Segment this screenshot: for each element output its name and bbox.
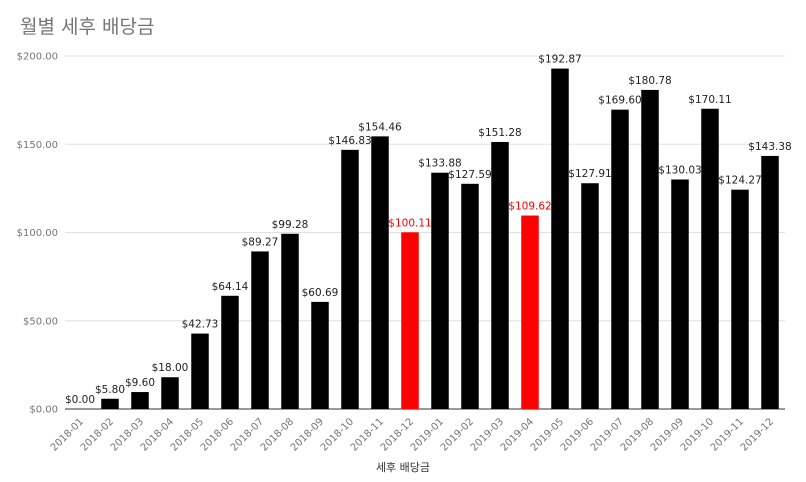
data-label: $180.78 bbox=[628, 75, 671, 87]
bar bbox=[581, 183, 599, 409]
bar bbox=[191, 333, 209, 409]
y-axis-ticks: $0.00 $50.00 $100.00 $150.00 $200.00 bbox=[17, 52, 58, 416]
bar bbox=[131, 392, 149, 409]
data-label: $64.14 bbox=[212, 281, 249, 293]
data-label: $9.60 bbox=[125, 377, 155, 389]
data-labels: $0.00$5.80$9.60 $18.00 $42.73 $64.14 $89.27 $… bbox=[65, 54, 792, 406]
data-label: $60.69 bbox=[302, 287, 339, 299]
bar bbox=[221, 295, 239, 409]
y-tick-label: $50.00 bbox=[23, 316, 58, 327]
bar bbox=[551, 68, 569, 410]
data-label: $5.80 bbox=[95, 384, 125, 396]
data-label: $143.38 bbox=[748, 141, 791, 153]
data-label: $0.00 bbox=[65, 394, 95, 406]
data-label: $18.00 bbox=[152, 362, 189, 374]
y-tick-label: $200.00 bbox=[17, 52, 58, 63]
bar bbox=[461, 183, 479, 409]
bar bbox=[431, 172, 449, 409]
data-label: $192.87 bbox=[538, 54, 581, 66]
x-tick-label: 2019-12 bbox=[739, 416, 776, 453]
bar bbox=[671, 179, 689, 409]
chart-title: 월별 세후 배당금 bbox=[20, 16, 155, 38]
y-tick-label: $150.00 bbox=[17, 140, 58, 151]
bar bbox=[101, 398, 119, 409]
bar bbox=[371, 136, 389, 409]
data-label: $146.83 bbox=[328, 135, 371, 147]
bars bbox=[101, 68, 779, 410]
bar bbox=[761, 155, 779, 409]
bar bbox=[251, 251, 269, 409]
bar bbox=[731, 189, 749, 409]
bar bbox=[401, 232, 419, 409]
bar bbox=[611, 109, 629, 409]
bar bbox=[521, 215, 539, 409]
gridlines bbox=[65, 55, 785, 410]
bar bbox=[341, 149, 359, 410]
data-label: $154.46 bbox=[358, 121, 402, 133]
data-label: $100.11 bbox=[388, 217, 431, 229]
data-label: $130.03 bbox=[658, 164, 701, 176]
data-label: $99.28 bbox=[272, 219, 309, 231]
bar bbox=[491, 141, 509, 410]
data-label: $124.27 bbox=[718, 175, 761, 187]
data-label: $170.11 bbox=[688, 94, 731, 106]
y-tick-label: $100.00 bbox=[17, 228, 58, 239]
bar bbox=[701, 108, 719, 409]
data-label: $127.91 bbox=[568, 168, 611, 180]
data-label: $151.28 bbox=[478, 127, 521, 139]
data-label: $127.59 bbox=[448, 169, 491, 181]
data-label: $133.88 bbox=[418, 158, 461, 170]
y-tick-label: $0.00 bbox=[29, 405, 58, 416]
bar bbox=[281, 233, 299, 409]
data-label: $109.62 bbox=[508, 201, 551, 213]
data-label: $42.73 bbox=[182, 319, 219, 331]
data-label: $89.27 bbox=[242, 236, 279, 248]
bar bbox=[161, 377, 179, 409]
x-axis-ticks: 2018-012018-022018-032018-042018-052018-… bbox=[49, 416, 776, 453]
data-label: $169.60 bbox=[598, 95, 641, 107]
bar bbox=[641, 89, 659, 409]
x-axis-title: 세후 배당금 bbox=[375, 461, 431, 474]
bar bbox=[311, 301, 329, 409]
